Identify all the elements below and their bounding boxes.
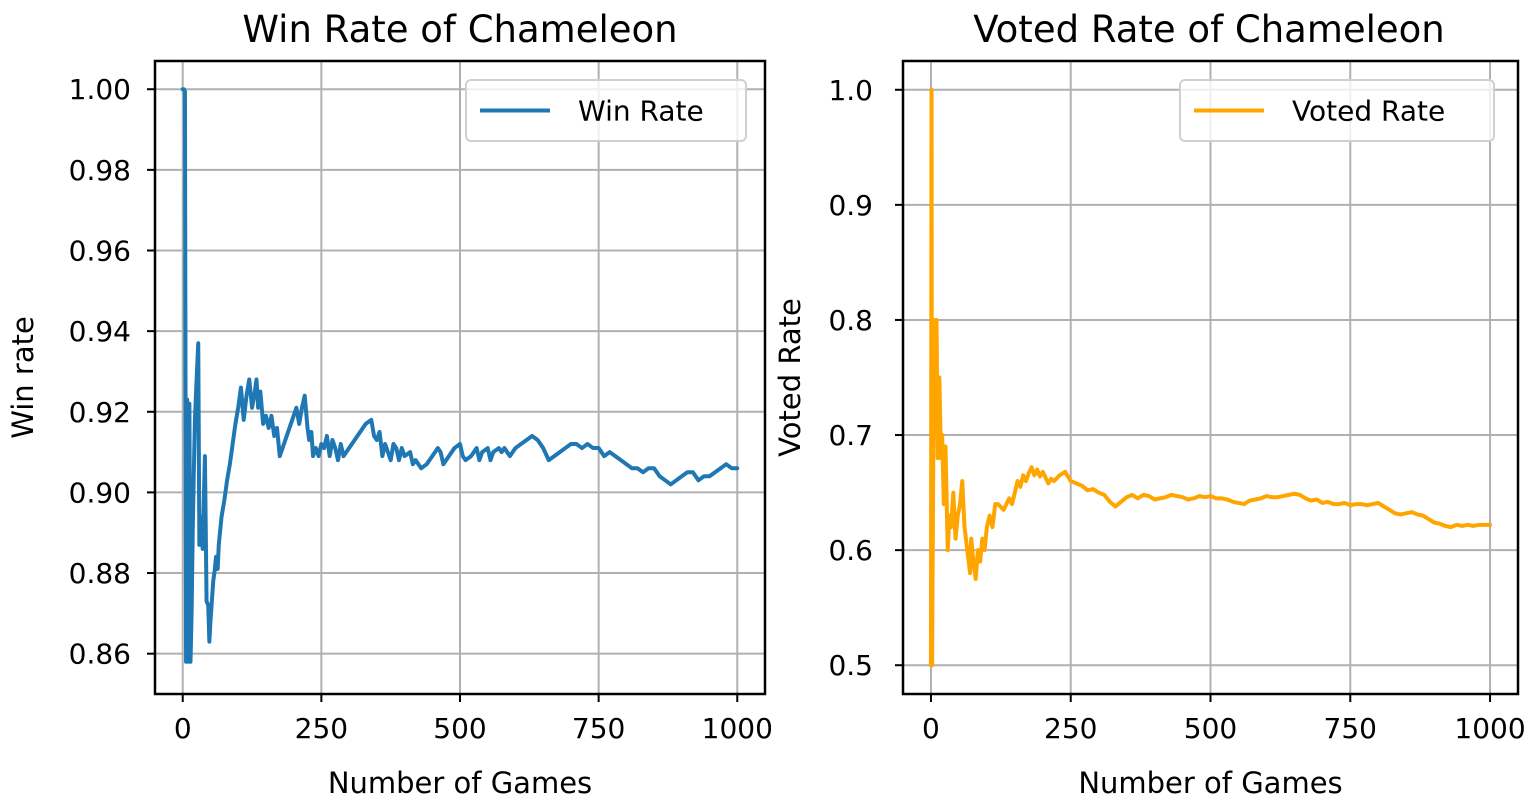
voted-rate-legend-box	[1179, 79, 1495, 142]
voted-rate-chart-title: Voted Rate of Chameleon	[973, 8, 1445, 51]
win-rate-y-tick-label: 0.90	[69, 476, 131, 509]
win-rate-series-line	[180, 87, 740, 664]
win-rate-x-tick-label: 250	[295, 712, 348, 745]
voted-rate-y-axis-label: Voted Rate	[773, 298, 807, 457]
win-rate-legend-box	[465, 79, 747, 142]
voted-rate-x-tick-label: 0	[922, 712, 940, 745]
win-rate-y-tick-label: 0.86	[69, 638, 131, 671]
voted-rate-x-tick-label: 750	[1324, 712, 1377, 745]
voted-rate-x-axis-label: Number of Games	[1078, 766, 1342, 800]
voted-rate-panel: 0 250 500 750 1000 0.5 0.6 0.7 0.8 0.9 1.0 Voted Ra…	[773, 8, 1526, 800]
voted-rate-y-tick-label: 1.0	[828, 74, 873, 107]
win-rate-y-tick-label: 0.92	[69, 396, 131, 429]
voted-rate-y-tick-label: 0.9	[828, 189, 873, 222]
win-rate-chart-title: Win Rate of Chameleon	[242, 8, 677, 51]
win-rate-x-axis-label: Number of Games	[328, 766, 592, 800]
win-rate-y-tick-label: 0.98	[69, 154, 131, 187]
win-rate-panel: 0 250 500 750 1000 0.86 0.88 0.90 0.92 0.94 0.96 0.…	[6, 8, 773, 800]
win-rate-x-tick-label: 0	[174, 712, 192, 745]
win-rate-x-tick-label: 750	[572, 712, 625, 745]
voted-rate-y-tick-label: 0.5	[828, 649, 873, 682]
voted-rate-series-line	[928, 87, 1493, 668]
win-rate-y-tick-label: 0.88	[69, 557, 131, 590]
win-rate-y-tick-label: 1.00	[69, 73, 131, 106]
win-rate-x-tick-label: 1000	[702, 712, 773, 745]
voted-rate-y-tick-label: 0.8	[828, 304, 873, 337]
voted-rate-y-tick-label: 0.7	[828, 419, 873, 452]
voted-rate-x-tick-label: 500	[1184, 712, 1237, 745]
win-rate-y-tick-label: 0.94	[69, 315, 131, 348]
win-rate-y-tick-label: 0.96	[69, 234, 131, 267]
win-rate-x-tick-label: 500	[433, 712, 486, 745]
win-rate-legend-label: Win Rate	[578, 95, 704, 128]
voted-rate-y-tick-label: 0.6	[828, 534, 873, 567]
win-rate-y-axis-label: Win rate	[6, 316, 40, 439]
voted-rate-legend: Voted Rate	[1179, 79, 1495, 142]
voted-rate-legend-label: Voted Rate	[1292, 95, 1445, 128]
voted-rate-x-tick-label: 250	[1044, 712, 1097, 745]
voted-rate-x-tick-label: 1000	[1454, 712, 1525, 745]
win-rate-legend: Win Rate	[465, 79, 747, 142]
